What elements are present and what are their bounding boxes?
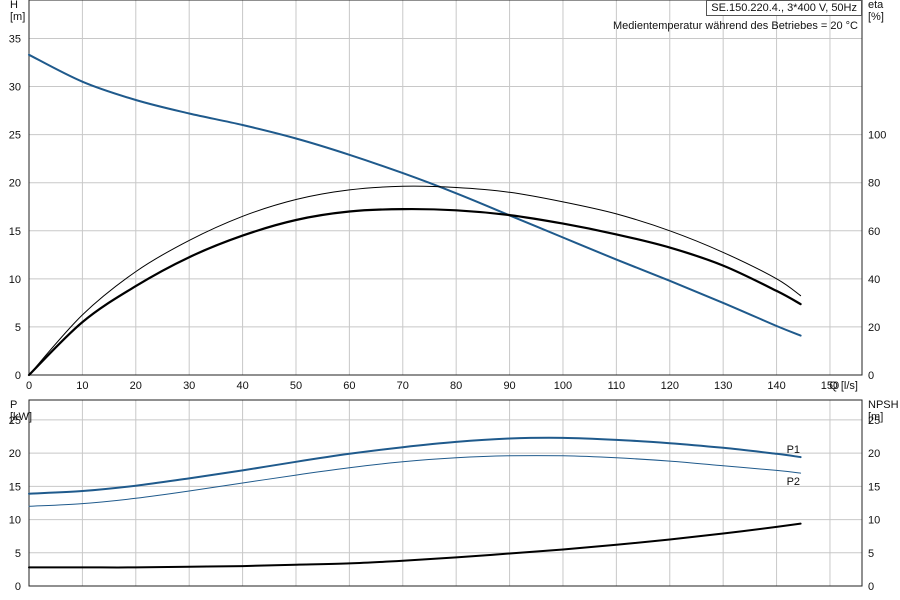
x-tick-label: 140 [767, 380, 785, 392]
x-tick-label: 130 [714, 380, 732, 392]
top-y-left-axis-title: [m] [10, 11, 25, 23]
x-tick-label: 70 [397, 380, 409, 392]
top-series-line-0 [28, 53, 802, 337]
bottom-y-right-tick-label: 25 [868, 415, 880, 427]
model-label: SE.150.220.4., 3*400 V, 50Hz [706, 0, 862, 16]
top-plot-frame [28, 0, 863, 376]
bottom-y-left-tick-label: 0 [15, 581, 21, 593]
bottom-y-left-tick-label: 5 [15, 548, 21, 560]
bottom-y-left-tick-label: 25 [9, 415, 21, 427]
top-y-left-tick-label: 15 [9, 226, 21, 238]
top-y-left-tick-label: 25 [9, 130, 21, 142]
bottom-y-left-tick-label: 20 [9, 448, 21, 460]
top-y-left-axis-title: H [10, 0, 18, 11]
bottom-y-left-axis-title: [kW] [10, 411, 32, 423]
medium-temperature-label: Medientemperatur während des Betriebes =… [612, 20, 858, 32]
bottom-series-line-p1 [28, 436, 802, 495]
top-y-right-axis-title: eta [868, 0, 884, 11]
series-label-p1: P1 [787, 444, 800, 456]
top-y-right-tick-label: 100 [868, 130, 886, 142]
top-y-right-tick-label: 80 [868, 178, 880, 190]
x-tick-label: 20 [130, 380, 142, 392]
bottom-y-right-tick-label: 0 [868, 581, 874, 593]
top-y-left-tick-label: 5 [15, 322, 21, 334]
bottom-series-line-2 [28, 522, 802, 569]
top-y-left-tick-label: 30 [9, 82, 21, 94]
x-tick-label: 40 [236, 380, 248, 392]
x-tick-label: 110 [608, 380, 626, 392]
top-y-left-tick-label: 10 [9, 274, 21, 286]
bottom-y-right-tick-label: 5 [868, 548, 874, 560]
x-tick-label: 150 [821, 380, 839, 392]
bottom-y-right-axis-title: [m] [868, 411, 883, 423]
bottom-y-right-tick-label: 15 [868, 481, 880, 493]
bottom-y-left-tick-label: 15 [9, 481, 21, 493]
top-y-right-tick-label: 0 [868, 370, 874, 382]
bottom-y-right-axis-title: NPSH [868, 399, 899, 411]
top-y-left-tick-label: 0 [15, 370, 21, 382]
x-tick-label: 10 [76, 380, 88, 392]
x-tick-label: 50 [290, 380, 302, 392]
bottom-y-right-tick-label: 10 [868, 515, 880, 527]
top-series-line-1 [28, 185, 802, 376]
bottom-series-line-p2 [28, 455, 802, 507]
x-tick-label: 80 [450, 380, 462, 392]
top-y-right-axis-title: [%] [868, 11, 884, 23]
top-y-right-tick-label: 20 [868, 322, 880, 334]
x-tick-label: 100 [554, 380, 572, 392]
series-label-p2: P2 [787, 476, 800, 488]
top-y-left-tick-label: 35 [9, 33, 21, 45]
x-tick-label: 120 [661, 380, 679, 392]
top-y-right-tick-label: 40 [868, 274, 880, 286]
x-tick-label: 30 [183, 380, 195, 392]
top-series-line-2 [27, 207, 802, 377]
bottom-y-left-tick-label: 10 [9, 515, 21, 527]
top-y-right-tick-label: 60 [868, 226, 880, 238]
top-y-left-tick-label: 20 [9, 178, 21, 190]
bottom-y-left-axis-title: P [10, 399, 17, 411]
x-tick-label: 90 [503, 380, 515, 392]
x-tick-label: 0 [26, 380, 32, 392]
bottom-y-right-tick-label: 20 [868, 448, 880, 460]
x-tick-label: 60 [343, 380, 355, 392]
x-axis-title: Q [l/s] [829, 380, 858, 392]
